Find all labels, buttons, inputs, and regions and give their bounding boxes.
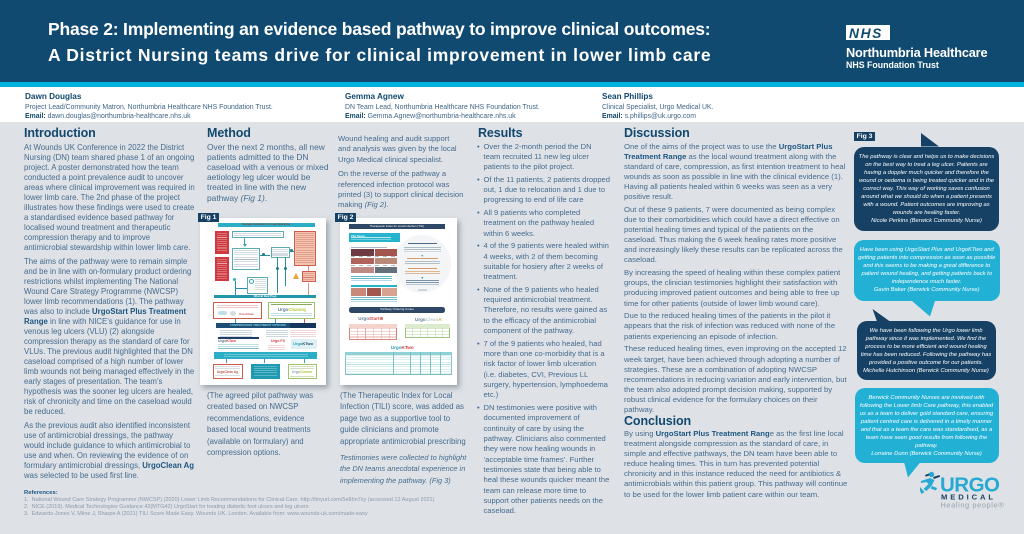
svg-text:URGO: URGO — [940, 474, 1000, 497]
svg-text:MEDICAL: MEDICAL — [941, 492, 996, 501]
svg-text:Healing people®: Healing people® — [941, 501, 1005, 510]
